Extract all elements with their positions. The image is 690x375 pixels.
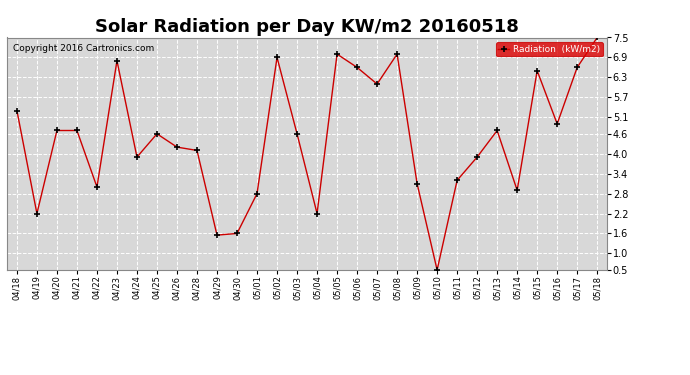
- Legend: Radiation  (kW/m2): Radiation (kW/m2): [495, 42, 602, 56]
- Title: Solar Radiation per Day KW/m2 20160518: Solar Radiation per Day KW/m2 20160518: [95, 18, 519, 36]
- Text: Copyright 2016 Cartronics.com: Copyright 2016 Cartronics.com: [13, 45, 154, 54]
